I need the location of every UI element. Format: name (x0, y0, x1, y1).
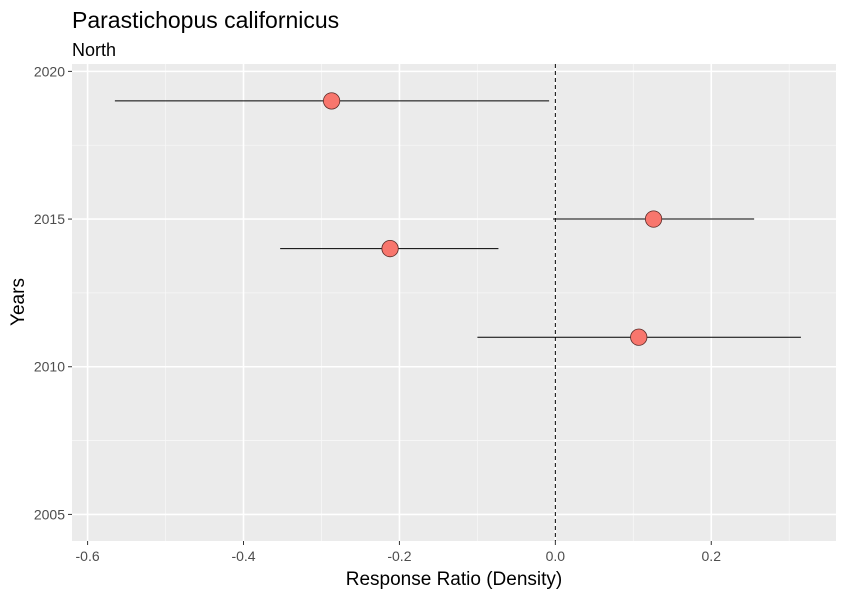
y-tick-label: 2015 (34, 211, 65, 227)
y-axis-title: Years (8, 278, 29, 326)
axes: -0.6 -0.4 -0.2 0.0 0.2 2005 2010 2015 2020 (34, 63, 721, 564)
y-tick-label: 2005 (34, 506, 65, 522)
chart-subtitle: North (72, 40, 116, 60)
x-tick-label: 0.2 (702, 548, 722, 564)
data-point (644, 210, 663, 228)
x-tick-label: -0.2 (387, 548, 411, 564)
x-tick-label: -0.4 (231, 548, 255, 564)
y-tick-label: 2020 (34, 63, 65, 79)
y-tick-label: 2010 (34, 359, 65, 375)
data-point (323, 92, 341, 110)
data-point (381, 239, 399, 258)
chart-title: Parastichopus californicus (72, 7, 339, 33)
x-tick-label: 0.0 (546, 548, 566, 564)
x-tick-label: -0.6 (76, 548, 100, 564)
data-point (630, 328, 648, 346)
data-layer (114, 64, 801, 541)
plot-panel (72, 64, 836, 541)
x-axis-title: Response Ratio (Density) (346, 569, 562, 590)
